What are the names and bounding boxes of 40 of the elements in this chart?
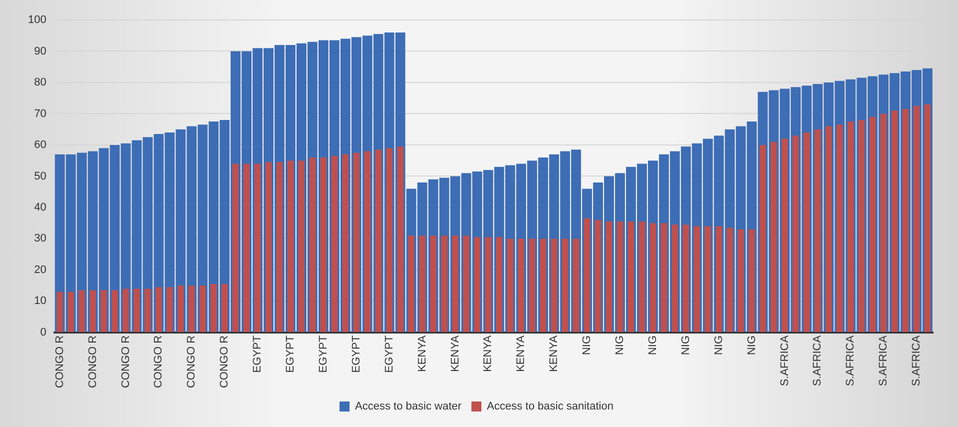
- x-tick-label: CONGO R: [218, 335, 231, 388]
- x-tick-label: EGYPT: [317, 335, 330, 373]
- x-tick-label: NIG: [614, 335, 626, 356]
- x-tick-label: S.AFRICA: [778, 334, 791, 386]
- x-tick-label: EGYPT: [252, 335, 264, 373]
- x-tick-label: CONGO R: [54, 335, 66, 388]
- y-tick-label: 90: [34, 45, 46, 58]
- x-tick-label: NIG: [746, 335, 758, 356]
- legend-label: Access to basic sanitation: [486, 400, 614, 413]
- x-tick-label: EGYPT: [383, 335, 396, 373]
- x-tick-label: NIG: [712, 335, 725, 356]
- y-tick-label: 70: [34, 108, 46, 120]
- y-tick-label: 40: [34, 202, 46, 214]
- x-tick-label: NIG: [646, 335, 659, 356]
- y-tick-label: 80: [34, 76, 46, 89]
- x-tick-label: CONGO R: [120, 335, 132, 388]
- x-tick-label: CONGO R: [86, 335, 99, 388]
- y-tick-label: 60: [34, 139, 46, 152]
- y-tick-label: 20: [34, 264, 46, 276]
- y-tick-label: 10: [34, 295, 46, 308]
- x-tick-label: KENYA: [482, 334, 494, 372]
- x-tick-label: KENYA: [515, 334, 528, 372]
- x-tick-label: NIG: [680, 335, 692, 356]
- y-tick-label: 50: [34, 170, 46, 182]
- x-tick-label: NIG: [581, 335, 594, 356]
- x-tick-label: KENYA: [548, 334, 560, 372]
- x-tick-label: S.AFRICA: [910, 334, 923, 386]
- x-tick-label: KENYA: [416, 334, 428, 372]
- x-tick-label: EGYPT: [284, 335, 297, 373]
- x-tick-label: S.AFRICA: [878, 334, 890, 386]
- x-tick-label: S.AFRICA: [812, 334, 824, 386]
- x-tick-label: CONGO R: [152, 335, 165, 388]
- y-tick-label: 0: [40, 326, 46, 338]
- y-tick-label: 30: [34, 232, 46, 245]
- legend-label: Access to basic water: [355, 400, 462, 413]
- x-tick-label: S.AFRICA: [844, 334, 857, 386]
- x-tick-label: CONGO R: [186, 335, 198, 388]
- y-tick-label: 100: [28, 14, 46, 26]
- x-tick-label: EGYPT: [350, 335, 362, 373]
- x-tick-label: KENYA: [449, 334, 462, 372]
